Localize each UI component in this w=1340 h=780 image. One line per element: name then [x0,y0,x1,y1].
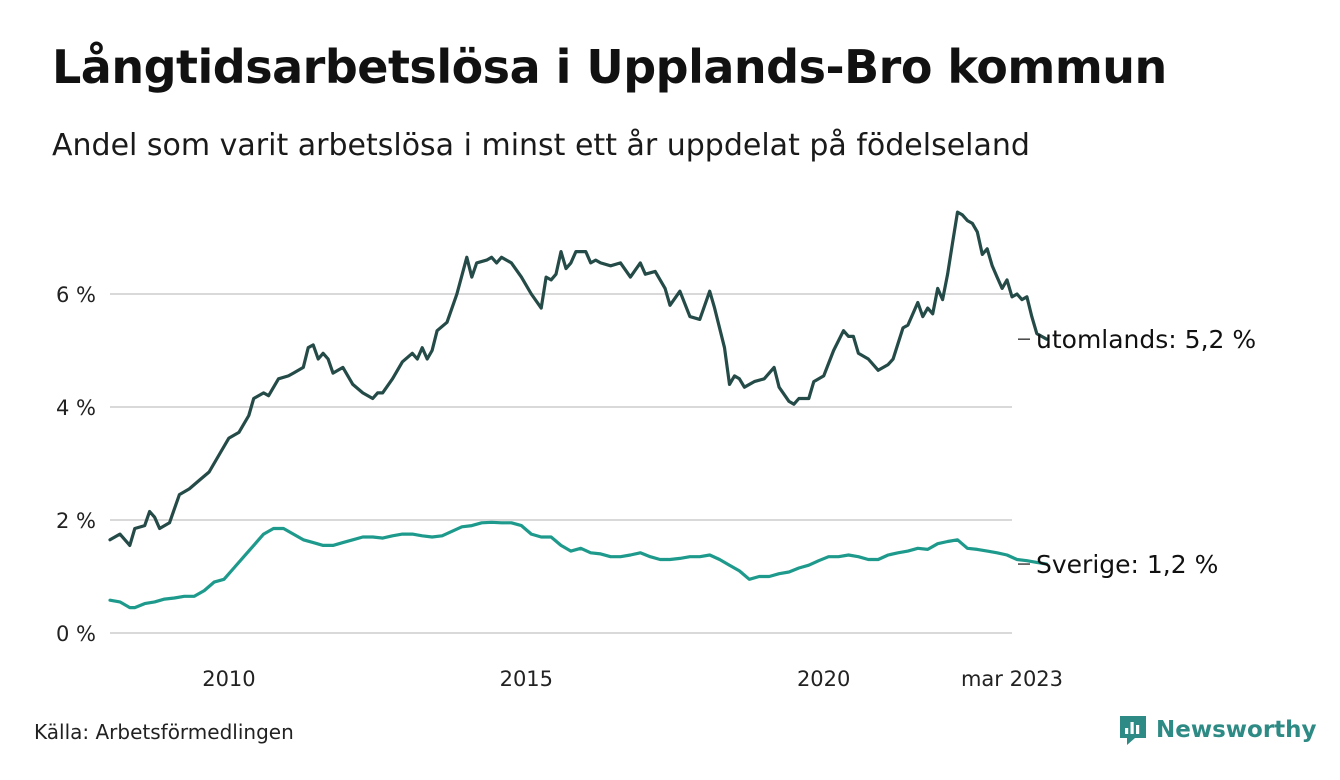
chart-subtitle: Andel som varit arbetslösa i minst ett å… [52,128,1030,163]
line-chart: 0 % 2 % 4 % 6 % 2010 2015 2020 mar 2023 utomla… [56,210,1256,691]
y-tick-label: 6 % [56,283,96,307]
series-line-utomlands [108,210,1049,547]
series-label-utomlands: utomlands: 5,2 % [1036,325,1256,354]
y-tick-label: 0 % [56,622,96,646]
y-tick-label: 2 % [56,509,96,533]
series-lines [108,210,1049,610]
brand-logo: Newsworthy [1118,714,1317,746]
grid-lines [110,293,1012,634]
brand-name: Newsworthy [1156,717,1317,743]
series-end-labels: utomlands: 5,2 % Sverige: 1,2 % [1018,325,1256,579]
series-line-sverige [108,520,1049,610]
x-tick-label: mar 2023 [961,667,1063,691]
source-note: Källa: Arbetsförmedlingen [34,720,294,744]
y-axis-ticks: 0 % 2 % 4 % 6 % [56,283,96,646]
y-tick-label: 4 % [56,396,96,420]
x-axis-ticks: 2010 2015 2020 mar 2023 [202,667,1063,691]
chart-title: Långtidsarbetslösa i Upplands-Bro kommun [52,40,1167,94]
series-label-sverige: Sverige: 1,2 % [1036,550,1218,579]
x-tick-label: 2020 [797,667,850,691]
x-tick-label: 2010 [202,667,255,691]
x-tick-label: 2015 [500,667,553,691]
newsworthy-logo-icon [1120,716,1146,745]
